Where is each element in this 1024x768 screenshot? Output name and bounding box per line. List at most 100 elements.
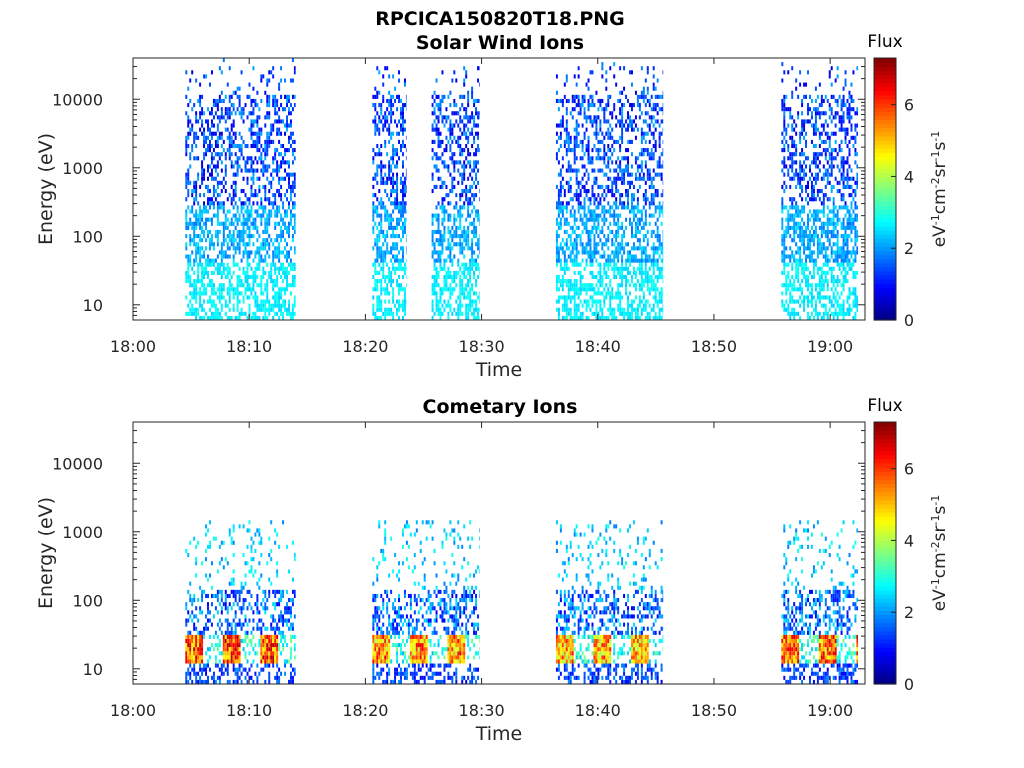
heatmap-cell <box>264 311 267 316</box>
heatmap-cell <box>801 152 804 157</box>
heatmap-cell <box>453 164 456 169</box>
heatmap-cell <box>593 274 596 280</box>
heatmap-cell <box>376 127 379 132</box>
heatmap-cell <box>280 160 283 165</box>
heatmap-cell <box>630 274 633 280</box>
heatmap-cell <box>401 139 404 144</box>
heatmap-cell <box>431 315 434 320</box>
heatmap-cell <box>597 311 600 316</box>
heatmap-cell <box>803 246 806 251</box>
heatmap-cell <box>652 303 655 308</box>
heatmap-cell <box>477 311 480 316</box>
heatmap-cell <box>236 172 239 177</box>
heatmap-cell <box>561 201 564 206</box>
heatmap-cell <box>640 307 643 312</box>
heatmap-cell <box>619 225 622 230</box>
heatmap-cell <box>652 82 655 87</box>
heatmap-cell <box>565 238 568 243</box>
heatmap-cell <box>781 139 784 144</box>
heatmap-cell <box>289 246 292 251</box>
heatmap-cell <box>799 254 802 259</box>
heatmap-cell <box>642 250 645 255</box>
heatmap-cell <box>593 242 596 247</box>
heatmap-cell <box>376 213 379 218</box>
heatmap-cell <box>293 148 296 153</box>
heatmap-cell <box>615 266 618 271</box>
heatmap-cell <box>197 274 200 280</box>
heatmap-cell <box>812 189 815 194</box>
heatmap-cell <box>400 107 402 112</box>
heatmap-cell <box>561 115 564 120</box>
heatmap-cell <box>662 307 664 312</box>
heatmap-cell <box>830 266 833 271</box>
heatmap-cell <box>453 287 456 292</box>
heatmap-cell <box>289 283 292 288</box>
heatmap-cell <box>248 307 251 312</box>
heatmap-cell <box>195 209 198 214</box>
heatmap-cell <box>195 225 198 230</box>
heatmap-cell <box>291 307 294 312</box>
heatmap-cell <box>630 315 633 320</box>
heatmap-cell <box>818 197 821 202</box>
heatmap-cell <box>236 217 239 222</box>
heatmap-cell <box>453 205 456 210</box>
heatmap-cell <box>278 115 281 120</box>
heatmap-cell <box>599 307 602 312</box>
heatmap-cell <box>264 205 267 210</box>
heatmap-cell <box>433 311 436 316</box>
heatmap-cell <box>467 225 470 230</box>
heatmap-cell <box>401 143 404 149</box>
heatmap-cell <box>807 254 809 259</box>
heatmap-cell <box>254 250 257 255</box>
heatmap-cell <box>398 234 401 239</box>
heatmap-cell <box>246 258 249 263</box>
heatmap-cell <box>216 209 219 214</box>
heatmap-cell <box>619 164 622 169</box>
heatmap-cell <box>254 156 257 161</box>
heatmap-cell <box>392 103 395 108</box>
heatmap-cell <box>581 242 584 247</box>
heatmap-cell <box>185 221 188 226</box>
heatmap-cell <box>431 303 434 308</box>
heatmap-cell <box>629 209 631 214</box>
heatmap-cell <box>284 193 287 198</box>
heatmap-cell <box>465 234 468 239</box>
heatmap-cell <box>601 307 604 312</box>
heatmap-cell <box>801 103 804 108</box>
heatmap-cell <box>617 246 620 251</box>
heatmap-cell <box>447 274 450 280</box>
heatmap-cell <box>272 160 275 165</box>
heatmap-cell <box>260 131 263 136</box>
heatmap-cell <box>187 258 190 263</box>
heatmap-cell <box>390 115 393 120</box>
heatmap-cell <box>617 250 620 255</box>
heatmap-cell <box>797 270 800 275</box>
heatmap-cell <box>832 315 835 320</box>
heatmap-cell <box>268 307 271 312</box>
heatmap-cell <box>238 86 241 91</box>
heatmap-cell <box>398 98 401 104</box>
heatmap-cell <box>433 266 436 271</box>
heatmap-cell <box>274 111 277 116</box>
heatmap-cell <box>437 213 440 218</box>
heatmap-cell <box>473 299 476 304</box>
heatmap-cell <box>611 115 614 120</box>
heatmap-cell <box>449 135 452 140</box>
heatmap-cell <box>447 127 450 132</box>
heatmap-cell <box>254 295 257 300</box>
heatmap-cell <box>250 291 253 296</box>
heatmap-cell <box>392 209 395 214</box>
heatmap-cell <box>648 152 651 157</box>
heatmap-cell <box>431 242 434 247</box>
heatmap-cell <box>569 209 572 214</box>
heatmap-cell <box>394 205 397 210</box>
heatmap-cell <box>396 221 399 226</box>
heatmap-cell <box>191 311 194 316</box>
heatmap-cell <box>803 205 806 210</box>
heatmap-cell <box>256 209 259 214</box>
heatmap-cell <box>571 229 574 235</box>
heatmap-cell <box>615 315 618 320</box>
heatmap-cell <box>658 143 661 149</box>
heatmap-cell <box>799 283 802 288</box>
heatmap-cell <box>467 283 470 288</box>
